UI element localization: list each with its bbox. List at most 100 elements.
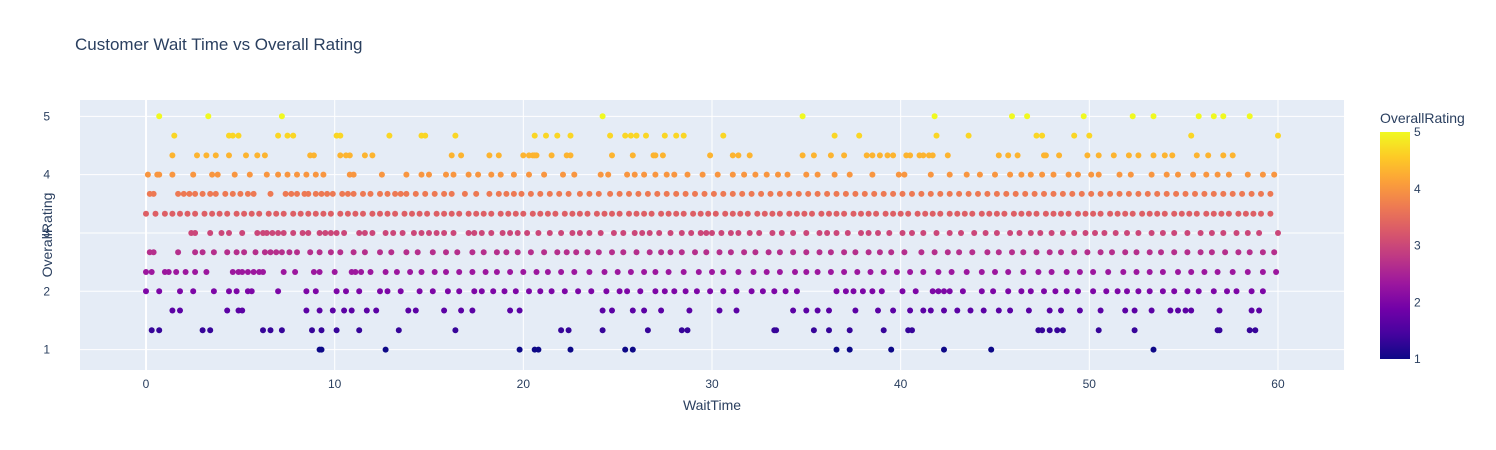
data-point xyxy=(1014,152,1021,159)
data-point xyxy=(292,269,299,275)
data-point xyxy=(733,307,740,314)
data-point xyxy=(1159,230,1166,236)
data-point xyxy=(1063,269,1070,275)
data-point xyxy=(661,132,668,139)
data-point xyxy=(1148,230,1155,236)
data-point xyxy=(865,249,872,256)
data-point xyxy=(329,307,336,314)
data-point xyxy=(450,171,457,178)
data-point xyxy=(826,307,832,314)
data-point xyxy=(1135,190,1142,197)
data-point xyxy=(918,190,925,197)
data-point xyxy=(310,152,317,159)
data-point xyxy=(920,307,927,314)
data-point xyxy=(1248,307,1255,314)
data-point xyxy=(616,210,623,217)
data-point xyxy=(869,152,876,159)
data-point xyxy=(893,269,900,275)
data-point xyxy=(207,327,214,334)
data-point xyxy=(699,171,706,178)
data-point xyxy=(907,307,914,314)
colorbar xyxy=(1380,132,1410,359)
data-point xyxy=(1007,307,1014,314)
data-point xyxy=(680,269,687,275)
data-point xyxy=(401,210,408,217)
data-point xyxy=(261,152,268,159)
data-point xyxy=(1088,190,1095,197)
data-point xyxy=(1033,132,1040,139)
data-point xyxy=(1216,327,1223,334)
data-point xyxy=(1016,230,1023,236)
data-point xyxy=(1220,113,1227,120)
data-point xyxy=(1239,190,1246,197)
data-point xyxy=(827,269,834,275)
data-point xyxy=(875,307,881,314)
data-point xyxy=(1022,190,1029,197)
data-point xyxy=(452,132,459,139)
data-point xyxy=(503,249,510,256)
data-point xyxy=(663,171,670,178)
data-point xyxy=(1039,171,1046,178)
data-point xyxy=(443,269,449,275)
data-point xyxy=(648,210,655,217)
data-point xyxy=(210,288,217,295)
data-point xyxy=(769,210,776,217)
data-point xyxy=(275,132,282,139)
data-point xyxy=(1259,269,1266,275)
data-point xyxy=(1097,307,1104,314)
data-point xyxy=(331,269,338,275)
data-point xyxy=(761,210,768,217)
data-point xyxy=(535,230,542,236)
data-point xyxy=(275,171,282,178)
data-point xyxy=(841,152,848,159)
data-point xyxy=(177,210,183,217)
data-point xyxy=(316,230,323,236)
data-point xyxy=(224,307,231,314)
data-point xyxy=(665,210,672,217)
data-point xyxy=(1267,210,1274,217)
data-point xyxy=(776,210,783,217)
data-point xyxy=(597,230,604,236)
data-point xyxy=(337,249,344,256)
data-points xyxy=(143,113,1281,353)
data-point xyxy=(192,249,199,256)
data-point xyxy=(399,230,406,236)
data-point xyxy=(224,210,231,217)
data-point xyxy=(503,190,510,197)
data-point xyxy=(475,171,482,178)
data-point xyxy=(986,210,993,217)
data-point xyxy=(748,190,755,197)
data-point xyxy=(895,171,902,178)
data-point xyxy=(1071,230,1078,236)
data-point xyxy=(226,230,232,236)
data-point xyxy=(1122,307,1129,314)
data-point xyxy=(1054,327,1061,334)
data-point xyxy=(627,269,634,275)
data-point xyxy=(609,210,615,217)
data-point xyxy=(935,288,942,295)
data-point xyxy=(697,210,704,217)
data-point xyxy=(727,249,734,256)
data-point xyxy=(880,269,887,275)
data-point xyxy=(561,288,568,295)
data-point xyxy=(1069,190,1076,197)
data-point xyxy=(418,171,425,178)
data-point xyxy=(165,269,172,275)
data-point xyxy=(722,210,729,217)
data-point xyxy=(712,210,719,217)
data-point xyxy=(282,190,289,197)
data-point xyxy=(888,346,895,353)
data-point xyxy=(395,327,402,334)
data-point xyxy=(605,171,612,178)
data-point xyxy=(941,307,947,314)
data-point xyxy=(803,171,810,178)
data-point xyxy=(737,210,744,217)
data-point xyxy=(1256,307,1263,314)
data-point xyxy=(1114,288,1121,295)
data-point xyxy=(384,190,391,197)
data-point xyxy=(929,152,936,159)
data-point xyxy=(241,249,248,256)
data-point xyxy=(344,210,351,217)
data-point xyxy=(599,327,606,334)
data-point xyxy=(629,346,636,353)
